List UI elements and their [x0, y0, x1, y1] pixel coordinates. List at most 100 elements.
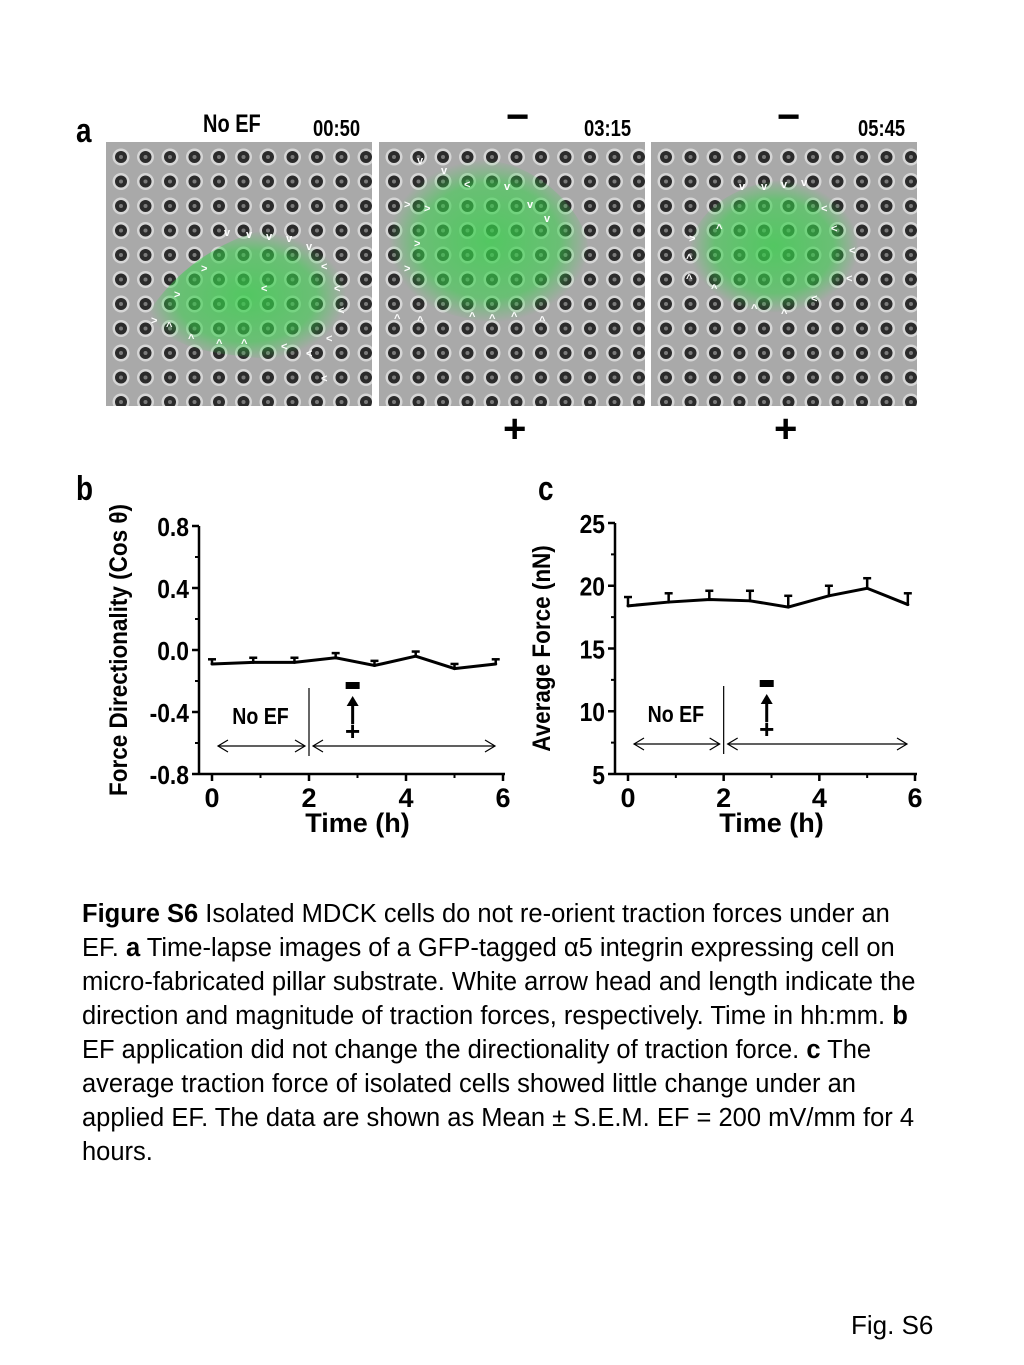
y-tick-label: 0.0	[157, 638, 189, 667]
svg-text:>: >	[404, 263, 410, 275]
data-point	[626, 604, 630, 608]
svg-text:>: >	[414, 238, 420, 250]
ef-arrowhead	[346, 696, 359, 706]
data-line	[627, 586, 909, 609]
svg-text:v: v	[286, 233, 293, 245]
svg-text:>: >	[151, 315, 157, 327]
arrowhead-right	[484, 739, 497, 753]
y-tick-label: -0.4	[150, 700, 190, 729]
svg-text:^: ^	[751, 303, 758, 315]
caption-text-c: The average traction force of isolated c…	[82, 1036, 915, 1166]
svg-text:^: ^	[188, 333, 195, 345]
svg-text:<: <	[811, 293, 817, 305]
data-point	[906, 603, 910, 607]
ef-cathode-sign	[759, 680, 774, 687]
y-tick-label: 25	[580, 511, 605, 540]
svg-text:<: <	[821, 203, 827, 215]
data-point	[748, 599, 752, 603]
ef-cathode-sign	[345, 682, 360, 689]
svg-text:<: <	[326, 333, 332, 345]
svg-text:^: ^	[716, 223, 723, 235]
svg-text:^: ^	[241, 338, 248, 350]
svg-text:^: ^	[417, 315, 424, 327]
ef-arrowhead	[760, 694, 773, 704]
caption-label-c: c	[806, 1036, 821, 1064]
micrograph-frame-2: vv< v vv> > >>^ ^ ^ ^ ^ ^	[379, 142, 645, 406]
y-tick-label: 15	[580, 636, 605, 665]
frame2-time-label: 03:15	[584, 115, 632, 141]
svg-text:v: v	[224, 227, 231, 239]
y-axis-label: Average Force (nN)	[530, 545, 556, 752]
svg-text:v: v	[246, 229, 253, 241]
micrograph-frame-3: v v v v < < < < < ^ ^ ^ ^ ^ > ^	[651, 142, 917, 406]
svg-text:>: >	[404, 199, 410, 211]
svg-text:^: ^	[469, 311, 476, 323]
svg-text:>: >	[201, 263, 207, 275]
data-point	[786, 605, 790, 609]
svg-text:v: v	[417, 155, 424, 167]
panel-letter-a: a	[76, 112, 92, 150]
chart-b-directionality: 0.8 0.4 0.0 -0.4 -0.8 0 2 4 6 Time (h) Force Direc…	[105, 504, 511, 838]
svg-text:<: <	[261, 283, 267, 295]
arrowhead-right	[294, 739, 307, 753]
data-point	[453, 667, 456, 671]
x-tick-label: 4	[398, 783, 413, 813]
arrowhead-left	[216, 739, 229, 753]
x-axis-label: Time (h)	[719, 808, 824, 838]
x-tick-label: 6	[907, 783, 922, 813]
svg-text:v: v	[527, 199, 534, 211]
x-tick-label: 4	[812, 783, 827, 813]
micrograph-frame-1: v v v v v < < < < < < ^ ^ ^ ^ > > > < <	[106, 142, 372, 406]
no-ef-annotation: No EF	[648, 702, 704, 728]
figure-footer-label: Fig. S6	[851, 1310, 934, 1340]
data-point	[827, 594, 831, 598]
x-axis-label: Time (h)	[305, 808, 410, 838]
y-tick-label: -0.8	[150, 762, 189, 791]
data-point	[372, 664, 376, 667]
x-tick-label: 0	[620, 783, 635, 813]
y-axis-label: Force Directionality (Cos θ)	[105, 504, 133, 796]
data-point	[292, 660, 296, 664]
caption-text-a: Time-lapse images of a GFP-tagged α5 int…	[82, 934, 916, 1030]
caption-text-b: EF application did not change the direct…	[82, 1036, 807, 1064]
caption-figure-label: Figure S6	[82, 900, 199, 928]
frame1-time-label: 00:50	[313, 115, 361, 141]
svg-text:<: <	[321, 373, 327, 385]
svg-text:<: <	[464, 179, 470, 191]
frame3-time-label: 05:45	[858, 115, 906, 141]
svg-text:<: <	[306, 348, 312, 360]
svg-text:v: v	[544, 213, 551, 225]
svg-text:v: v	[266, 231, 273, 243]
data-point	[667, 600, 671, 604]
data-point	[494, 662, 498, 666]
figure-caption: Figure S6 Isolated MDCK cells do not re-…	[82, 897, 922, 1169]
svg-text:<: <	[849, 245, 855, 257]
svg-text:v: v	[781, 179, 788, 191]
ef-anode-sign: +	[759, 714, 774, 744]
data-point	[707, 598, 711, 602]
svg-text:^: ^	[394, 313, 401, 325]
svg-text:^: ^	[511, 311, 518, 323]
svg-text:^: ^	[216, 338, 223, 350]
data-point	[251, 660, 255, 664]
svg-text:^: ^	[489, 313, 496, 325]
svg-text:v: v	[801, 177, 808, 189]
frame3-bottom-sign: +	[774, 407, 798, 451]
caption-label-b: b	[892, 1002, 908, 1030]
data-point	[210, 662, 214, 666]
chart-c-average-force: 25 20 15 10 50 2 4 6 Time (h) Average Force (nN) N…	[530, 511, 923, 838]
svg-text:v: v	[761, 181, 768, 193]
svg-text:v: v	[306, 241, 313, 253]
svg-text:>: >	[174, 289, 180, 301]
x-tick-label: 2	[301, 783, 316, 813]
data-point	[865, 586, 869, 590]
arrowhead-left	[632, 737, 645, 751]
svg-text:^: ^	[781, 308, 788, 320]
panel-letter-c: c	[538, 470, 554, 508]
svg-text:<: <	[334, 283, 340, 295]
svg-text:<: <	[831, 223, 837, 235]
frame2-top-sign: −	[506, 95, 530, 139]
svg-text:^: ^	[686, 273, 693, 285]
x-tick-label: 0	[204, 783, 219, 813]
y-tick-label: 10	[580, 699, 605, 728]
